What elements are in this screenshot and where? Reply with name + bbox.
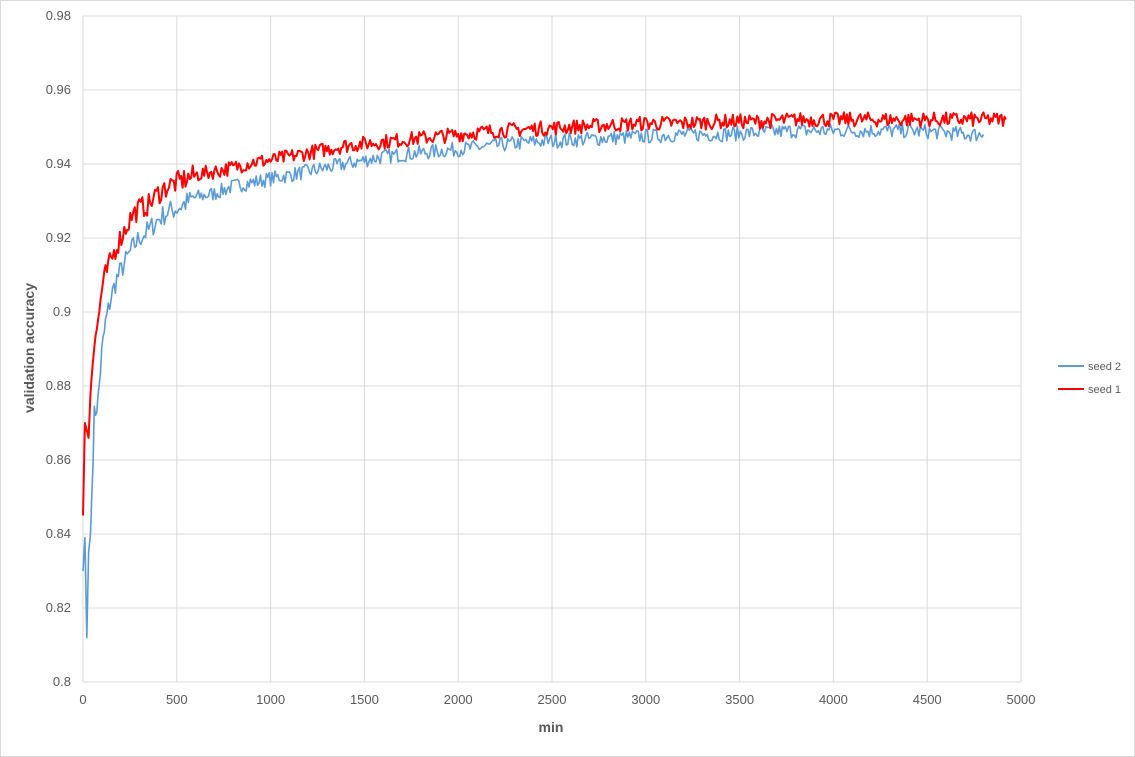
y-tick-label: 0.84 — [46, 526, 71, 541]
y-tick-label: 0.86 — [46, 452, 71, 467]
x-tick-label: 4000 — [819, 692, 848, 707]
x-tick-label: 4500 — [913, 692, 942, 707]
x-tick-label: 0 — [79, 692, 86, 707]
y-axis-ticks: 0.8 0.82 0.84 0.86 0.88 0.9 0.92 0.94 0.96 0.98 — [46, 8, 71, 689]
y-tick-label: 0.98 — [46, 8, 71, 23]
y-tick-label: 0.82 — [46, 600, 71, 615]
gridlines — [82, 15, 1022, 683]
y-tick-label: 0.92 — [46, 230, 71, 245]
x-tick-label: 1000 — [256, 692, 285, 707]
y-tick-label: 0.8 — [53, 674, 71, 689]
legend-label: seed 2 — [1088, 361, 1121, 373]
x-axis-title: min — [539, 719, 564, 735]
x-tick-label: 2000 — [444, 692, 473, 707]
legend-label: seed 1 — [1088, 384, 1121, 396]
y-tick-label: 0.88 — [46, 378, 71, 393]
x-tick-label: 500 — [166, 692, 188, 707]
x-tick-label: 5000 — [1007, 692, 1036, 707]
x-axis-ticks: 0 500 1000 1500 2000 2500 3000 3500 4000 4500 5000 — [79, 692, 1035, 707]
y-tick-label: 0.96 — [46, 82, 71, 97]
y-axis-title: validation accuracy — [21, 283, 37, 413]
x-tick-label: 3500 — [725, 692, 754, 707]
y-tick-label: 0.94 — [46, 156, 71, 171]
x-tick-label: 2500 — [538, 692, 567, 707]
series-lines — [82, 111, 1007, 639]
x-tick-label: 3000 — [631, 692, 660, 707]
series-line-seed-1 — [82, 111, 1007, 516]
legend: seed 2 seed 1 — [1058, 361, 1121, 396]
series-line-seed-2 — [82, 122, 985, 639]
y-tick-label: 0.9 — [53, 304, 71, 319]
x-tick-label: 1500 — [350, 692, 379, 707]
